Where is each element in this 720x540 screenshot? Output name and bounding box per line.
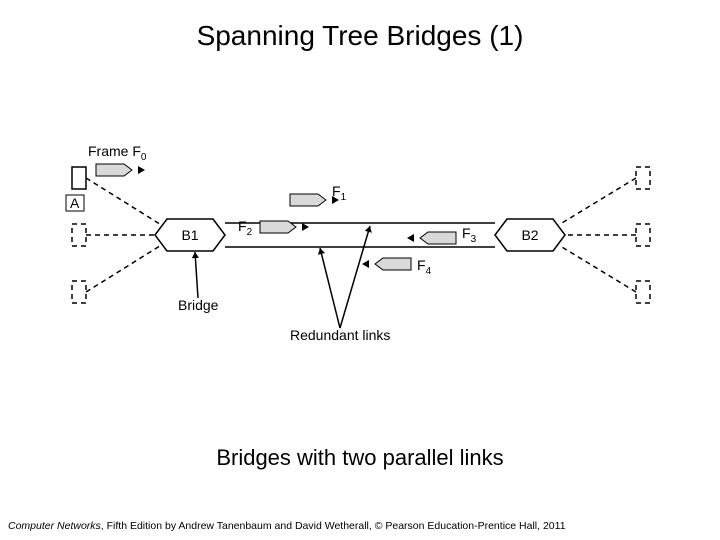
footer-book: Computer Networks <box>8 520 101 532</box>
page-title: Spanning Tree Bridges (1) <box>0 20 720 52</box>
diagram-svg: AB1B2Frame F0F1F2F3F4BridgeRedundant lin… <box>60 130 660 370</box>
svg-text:F2: F2 <box>238 218 253 238</box>
footer-credit: Computer Networks, Fifth Edition by Andr… <box>8 520 712 532</box>
svg-text:Frame F0: Frame F0 <box>88 143 147 163</box>
svg-text:Bridge: Bridge <box>178 297 219 313</box>
svg-text:F3: F3 <box>462 225 477 245</box>
caption: Bridges with two parallel links <box>0 445 720 471</box>
footer-rest: , Fifth Edition by Andrew Tanenbaum and … <box>101 520 566 532</box>
svg-text:F4: F4 <box>417 257 432 277</box>
svg-text:B1: B1 <box>181 227 198 243</box>
network-diagram: AB1B2Frame F0F1F2F3F4BridgeRedundant lin… <box>60 130 660 370</box>
svg-text:A: A <box>70 195 80 211</box>
svg-text:Redundant links: Redundant links <box>290 327 390 343</box>
svg-text:B2: B2 <box>521 227 538 243</box>
